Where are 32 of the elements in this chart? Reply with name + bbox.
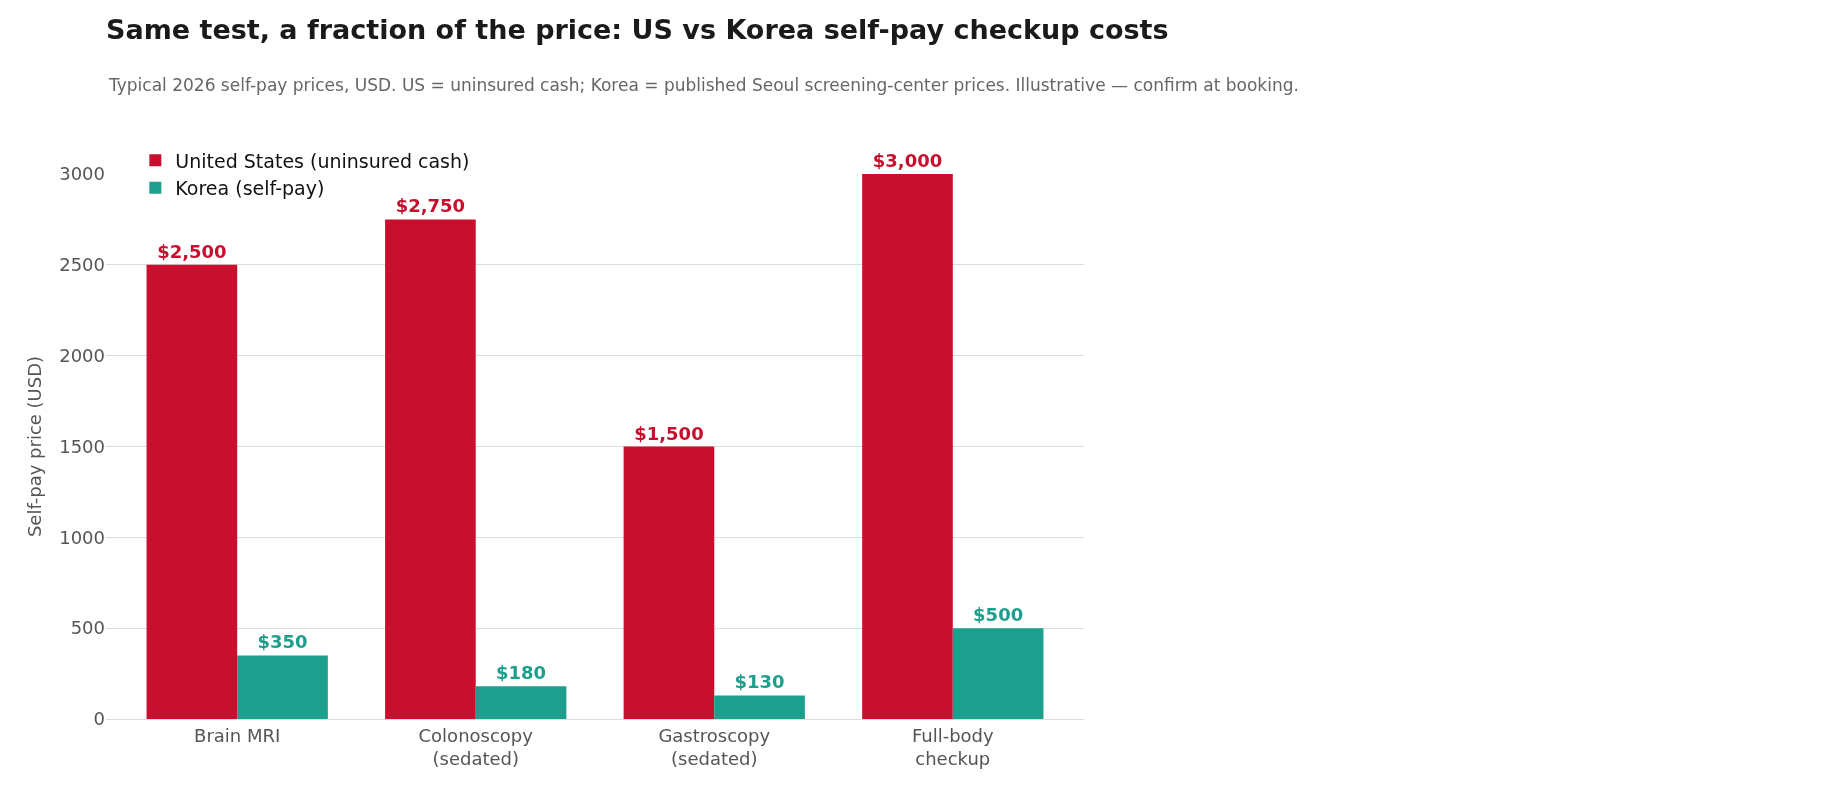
data-label: $1,500 (634, 422, 704, 444)
bar (385, 219, 476, 719)
data-label: $500 (973, 604, 1024, 626)
y-tick-label: 0 (93, 708, 105, 730)
bar (623, 446, 715, 719)
y-axis-title: Self-pay price (USD) (24, 355, 46, 538)
data-label: $2,750 (395, 195, 466, 217)
y-tick-label: 2000 (59, 344, 105, 366)
bar (146, 264, 238, 719)
data-label: $180 (496, 662, 547, 684)
legend-label: Korea (self-pay) (175, 177, 325, 200)
y-tick-label: 1500 (59, 435, 105, 457)
data-label: $350 (257, 631, 308, 653)
chart-title: Same test, a fraction of the price: US vs Korea self-pay checkup costs (106, 13, 1169, 45)
x-tick-label: Brain MRI (194, 724, 281, 746)
data-label: $130 (734, 671, 785, 693)
legend-label: United States (uninsured cash) (175, 149, 470, 172)
chart-subtitle: Typical 2026 self-pay prices, USD. US = uninsured cash; Korea = published Seoul screening-center prices. Illustrative — confirm at booking. (108, 75, 1299, 95)
x-tick-label: Gastroscopy (sedated) (658, 724, 771, 769)
x-tick-label: Full-body checkup (911, 724, 995, 769)
y-tick-label: 1000 (59, 526, 105, 548)
y-tick-label: 3000 (59, 163, 105, 185)
bar (475, 686, 567, 719)
y-tick-label: 2500 (59, 254, 105, 276)
bar (862, 174, 953, 719)
data-label: $3,000 (872, 150, 943, 171)
bar (952, 628, 1044, 719)
data-label: $2,500 (157, 240, 227, 262)
bar (714, 695, 805, 719)
x-tick-label: Colonoscopy (sedated) (418, 724, 534, 769)
y-tick-label: 500 (70, 617, 105, 639)
bar (237, 655, 328, 719)
